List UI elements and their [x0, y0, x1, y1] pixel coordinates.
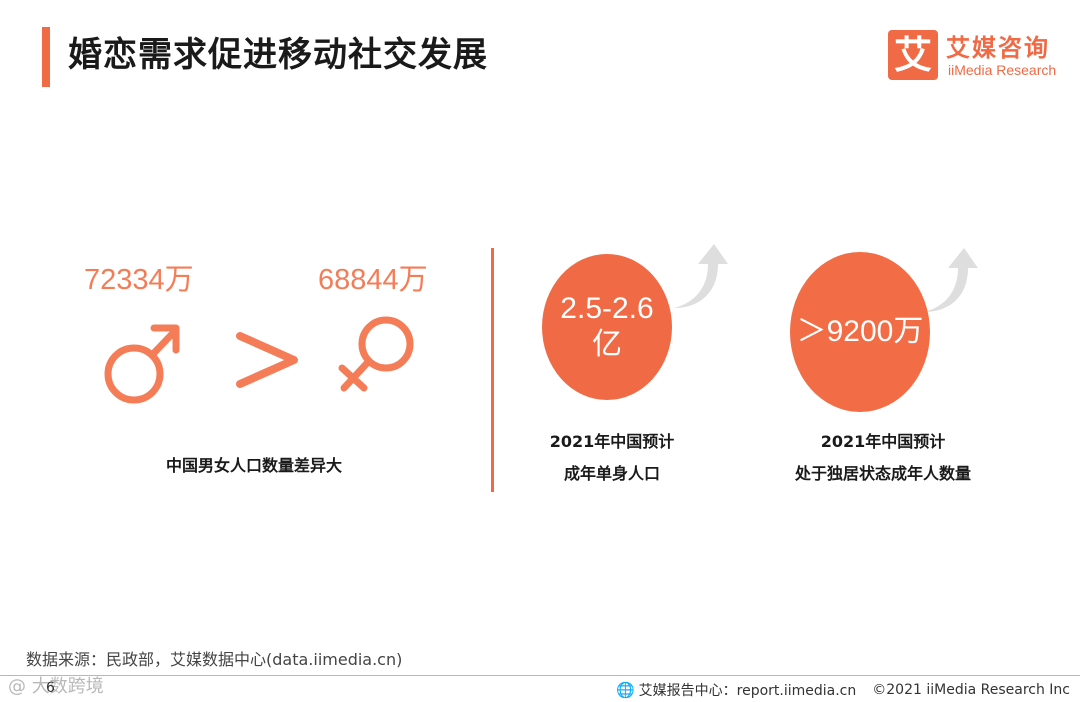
male-symbol-icon: [104, 324, 180, 404]
single-population-bubble: 2.5-2.6 亿: [542, 254, 672, 400]
footer-divider: [0, 675, 1080, 676]
title-accent-bar: [42, 27, 50, 87]
section-divider: [491, 248, 494, 492]
female-symbol-icon: [338, 316, 414, 392]
iimedia-logo: 艾 艾媒咨询 iiMedia Research: [888, 30, 1068, 82]
living-alone-caption: 2021年中国预计 处于独居状态成年人数量: [794, 432, 971, 483]
watermark: @ 大数跨境: [8, 676, 104, 697]
logo-mark: 艾: [888, 30, 938, 80]
report-center-link[interactable]: 艾媒报告中心：report.iimedia.cn: [638, 683, 857, 699]
footer-info: 🌐 艾媒报告中心：report.iimedia.cn ©2021 iiMedia…: [616, 680, 1070, 700]
globe-icon: 🌐: [615, 681, 635, 699]
gender-difference-caption: 中国男女人口数量差异大: [165, 456, 342, 475]
growth-arrow-icon: [674, 244, 728, 308]
logo-chinese-name: 艾媒咨询: [946, 34, 1050, 62]
single-population-unit: 亿: [592, 328, 622, 361]
single-population-value: 2.5-2.6: [560, 292, 654, 325]
data-source: 数据来源：民政部，艾媒数据中心(data.iimedia.cn): [26, 650, 403, 669]
single-population-caption: 2021年中国预计 成年单身人口: [549, 432, 675, 483]
page-title: 婚恋需求促进移动社交发展: [68, 35, 488, 75]
male-population-value: 72334万: [84, 264, 194, 296]
copyright: ©2021 iiMedia Research Inc: [872, 682, 1070, 698]
female-population-value: 68844万: [318, 264, 428, 296]
page-number: 6: [46, 680, 55, 696]
living-alone-value: ＞9200万: [796, 315, 924, 348]
greater-than-icon: [236, 332, 298, 388]
logo-english-name: iiMedia Research: [948, 62, 1057, 78]
living-alone-bubble: ＞9200万: [790, 252, 930, 412]
growth-arrow-icon: [924, 248, 978, 312]
